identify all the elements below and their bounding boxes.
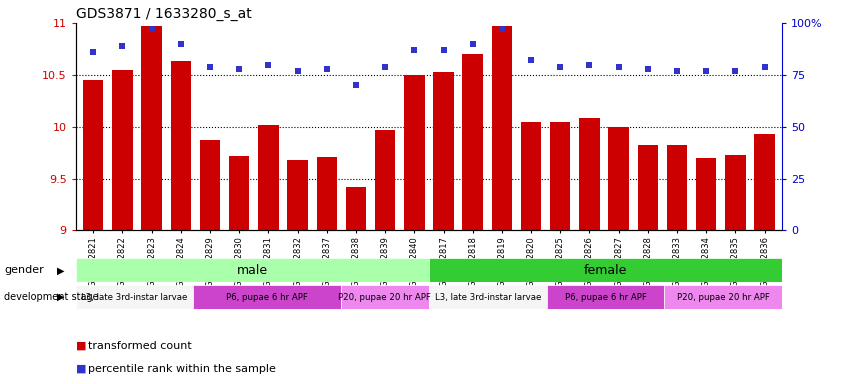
Point	[408, 47, 421, 53]
Bar	[258, 125, 278, 230]
Point	[378, 63, 392, 70]
Bar	[429, 258, 782, 282]
Text: gender: gender	[4, 265, 44, 275]
Bar	[288, 160, 308, 230]
Bar	[193, 285, 341, 309]
Text: P6, pupae 6 hr APF: P6, pupae 6 hr APF	[226, 293, 308, 302]
Point	[758, 63, 771, 70]
Bar	[463, 54, 483, 230]
Text: female: female	[584, 264, 627, 277]
Point	[436, 47, 450, 53]
Text: male: male	[236, 264, 268, 277]
Point	[495, 26, 509, 32]
Point	[728, 68, 742, 74]
Bar	[521, 121, 542, 230]
Bar	[76, 258, 429, 282]
Bar	[76, 285, 193, 309]
Point	[612, 63, 626, 70]
Bar	[404, 75, 425, 230]
Bar	[754, 134, 775, 230]
Bar	[316, 157, 337, 230]
Bar	[112, 70, 133, 230]
Point	[232, 66, 246, 72]
Bar	[608, 127, 629, 230]
Point	[174, 41, 188, 47]
Bar	[550, 121, 570, 230]
Point	[291, 68, 304, 74]
Bar	[341, 285, 429, 309]
Bar	[637, 146, 658, 230]
Bar	[83, 80, 103, 230]
Bar	[200, 140, 220, 230]
Bar	[664, 285, 782, 309]
Bar	[492, 26, 512, 230]
Bar	[547, 285, 664, 309]
Point	[700, 68, 713, 74]
Point	[145, 26, 158, 32]
Bar	[429, 285, 547, 309]
Bar	[171, 61, 191, 230]
Text: development stage: development stage	[4, 292, 99, 302]
Point	[524, 57, 537, 63]
Bar	[141, 26, 161, 230]
Point	[87, 49, 100, 55]
Text: transformed count: transformed count	[88, 341, 192, 351]
Text: P20, pupae 20 hr APF: P20, pupae 20 hr APF	[338, 293, 431, 302]
Text: ■: ■	[76, 341, 86, 351]
Point	[641, 66, 654, 72]
Point	[583, 61, 596, 68]
Bar	[667, 146, 687, 230]
Bar	[375, 130, 395, 230]
Text: P6, pupae 6 hr APF: P6, pupae 6 hr APF	[564, 293, 647, 302]
Text: P20, pupae 20 hr APF: P20, pupae 20 hr APF	[677, 293, 770, 302]
Bar	[579, 118, 600, 230]
Point	[116, 43, 130, 49]
Text: L3, late 3rd-instar larvae: L3, late 3rd-instar larvae	[82, 293, 188, 302]
Text: ▶: ▶	[57, 265, 65, 275]
Point	[349, 82, 362, 88]
Text: L3, late 3rd-instar larvae: L3, late 3rd-instar larvae	[435, 293, 541, 302]
Point	[466, 41, 479, 47]
Text: ▶: ▶	[57, 292, 65, 302]
Text: ■: ■	[76, 364, 86, 374]
Point	[204, 63, 217, 70]
Bar	[346, 187, 366, 230]
Point	[553, 63, 567, 70]
Bar	[696, 158, 717, 230]
Text: percentile rank within the sample: percentile rank within the sample	[88, 364, 276, 374]
Point	[320, 66, 334, 72]
Text: GDS3871 / 1633280_s_at: GDS3871 / 1633280_s_at	[76, 7, 251, 21]
Point	[670, 68, 684, 74]
Point	[262, 61, 275, 68]
Bar	[433, 72, 454, 230]
Bar	[229, 156, 250, 230]
Bar	[725, 155, 746, 230]
